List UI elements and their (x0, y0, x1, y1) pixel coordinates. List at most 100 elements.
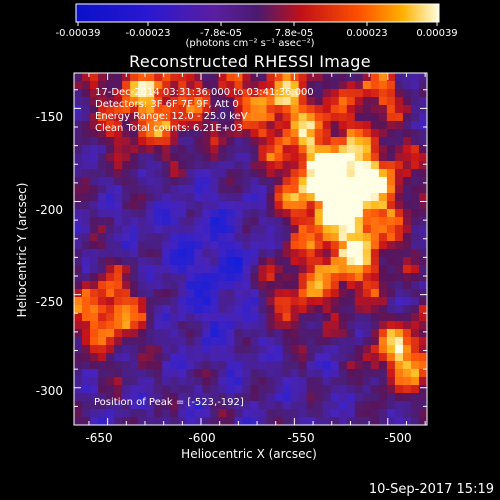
image-pixel (298, 137, 308, 146)
image-pixel (314, 401, 324, 410)
image-pixel (290, 393, 300, 402)
image-pixel (74, 233, 83, 242)
image-pixel (362, 233, 372, 242)
image-pixel (250, 297, 259, 306)
image-pixel (234, 329, 243, 338)
image-pixel (138, 321, 147, 330)
image-pixel (242, 153, 251, 162)
image-pixel (330, 393, 340, 402)
image-pixel (386, 385, 396, 394)
image-pixel (410, 105, 420, 114)
image-pixel (346, 105, 356, 114)
image-pixel (394, 321, 404, 330)
image-pixel (194, 105, 203, 114)
image-pixel (314, 209, 324, 218)
image-pixel (378, 121, 388, 130)
image-pixel (186, 161, 195, 170)
image-pixel (106, 137, 115, 146)
image-pixel (114, 401, 123, 410)
image-pixel (354, 273, 364, 282)
image-pixel (362, 145, 372, 154)
image-pixel (90, 257, 99, 266)
image-pixel (386, 97, 396, 106)
image-pixel (82, 169, 91, 178)
image-pixel (402, 249, 412, 258)
image-pixel (250, 97, 259, 106)
image-pixel (418, 361, 428, 370)
image-pixel (194, 329, 203, 338)
image-pixel (394, 233, 404, 242)
image-pixel (298, 305, 308, 314)
image-pixel (234, 209, 243, 218)
image-pixel (362, 337, 372, 346)
image-pixel (282, 249, 292, 258)
image-pixel (226, 377, 235, 386)
image-pixel (106, 89, 115, 98)
image-pixel (410, 217, 420, 226)
colorbar (75, 3, 440, 23)
image-pixel (82, 161, 91, 170)
image-pixel (130, 161, 139, 170)
image-pixel (338, 385, 348, 394)
image-pixel (194, 321, 203, 330)
image-pixel (282, 321, 292, 330)
image-pixel (354, 121, 364, 130)
image-pixel (114, 289, 123, 298)
image-pixel (314, 145, 324, 154)
image-pixel (114, 257, 123, 266)
image-pixel (218, 153, 227, 162)
image-pixel (146, 369, 155, 378)
image-pixel (338, 209, 348, 218)
image-pixel (282, 121, 292, 130)
image-pixel (346, 257, 356, 266)
image-pixel (226, 345, 235, 354)
image-pixel (74, 161, 83, 170)
image-pixel (290, 273, 300, 282)
image-pixel (242, 369, 251, 378)
image-pixel (146, 361, 155, 370)
image-pixel (250, 409, 259, 418)
image-pixel (314, 417, 324, 426)
image-pixel (162, 105, 171, 114)
image-pixel (394, 401, 404, 410)
image-pixel (418, 81, 428, 90)
image-pixel (162, 89, 171, 98)
image-pixel (370, 393, 380, 402)
image-pixel (338, 361, 348, 370)
image-pixel (338, 377, 348, 386)
image-pixel (338, 225, 348, 234)
image-pixel (106, 113, 115, 122)
image-pixel (418, 329, 428, 338)
image-pixel (266, 225, 275, 234)
image-pixel (298, 257, 308, 266)
image-pixel (106, 353, 115, 362)
image-pixel (114, 185, 123, 194)
image-pixel (146, 257, 155, 266)
image-pixel (234, 81, 243, 90)
image-pixel (330, 137, 340, 146)
image-pixel (218, 185, 227, 194)
image-pixel (106, 369, 115, 378)
image-pixel (370, 369, 380, 378)
image-pixel (234, 273, 243, 282)
image-pixel (322, 241, 332, 250)
image-pixel (162, 417, 171, 426)
image-pixel (338, 305, 348, 314)
image-pixel (362, 345, 372, 354)
image-pixel (306, 193, 316, 202)
image-pixel (138, 249, 147, 258)
image-pixel (146, 161, 155, 170)
image-pixel (394, 113, 404, 122)
image-pixel (82, 129, 91, 138)
image-pixel (290, 345, 300, 354)
energy-range-label: Energy Range: 12.0 - 25.0 keV (95, 111, 248, 122)
image-pixel (290, 281, 300, 290)
image-pixel (98, 321, 107, 330)
image-pixel (226, 97, 235, 106)
image-pixel (202, 297, 211, 306)
image-pixel (330, 329, 340, 338)
image-pixel (74, 217, 83, 226)
image-pixel (74, 369, 83, 378)
image-pixel (314, 369, 324, 378)
image-pixel (234, 369, 243, 378)
